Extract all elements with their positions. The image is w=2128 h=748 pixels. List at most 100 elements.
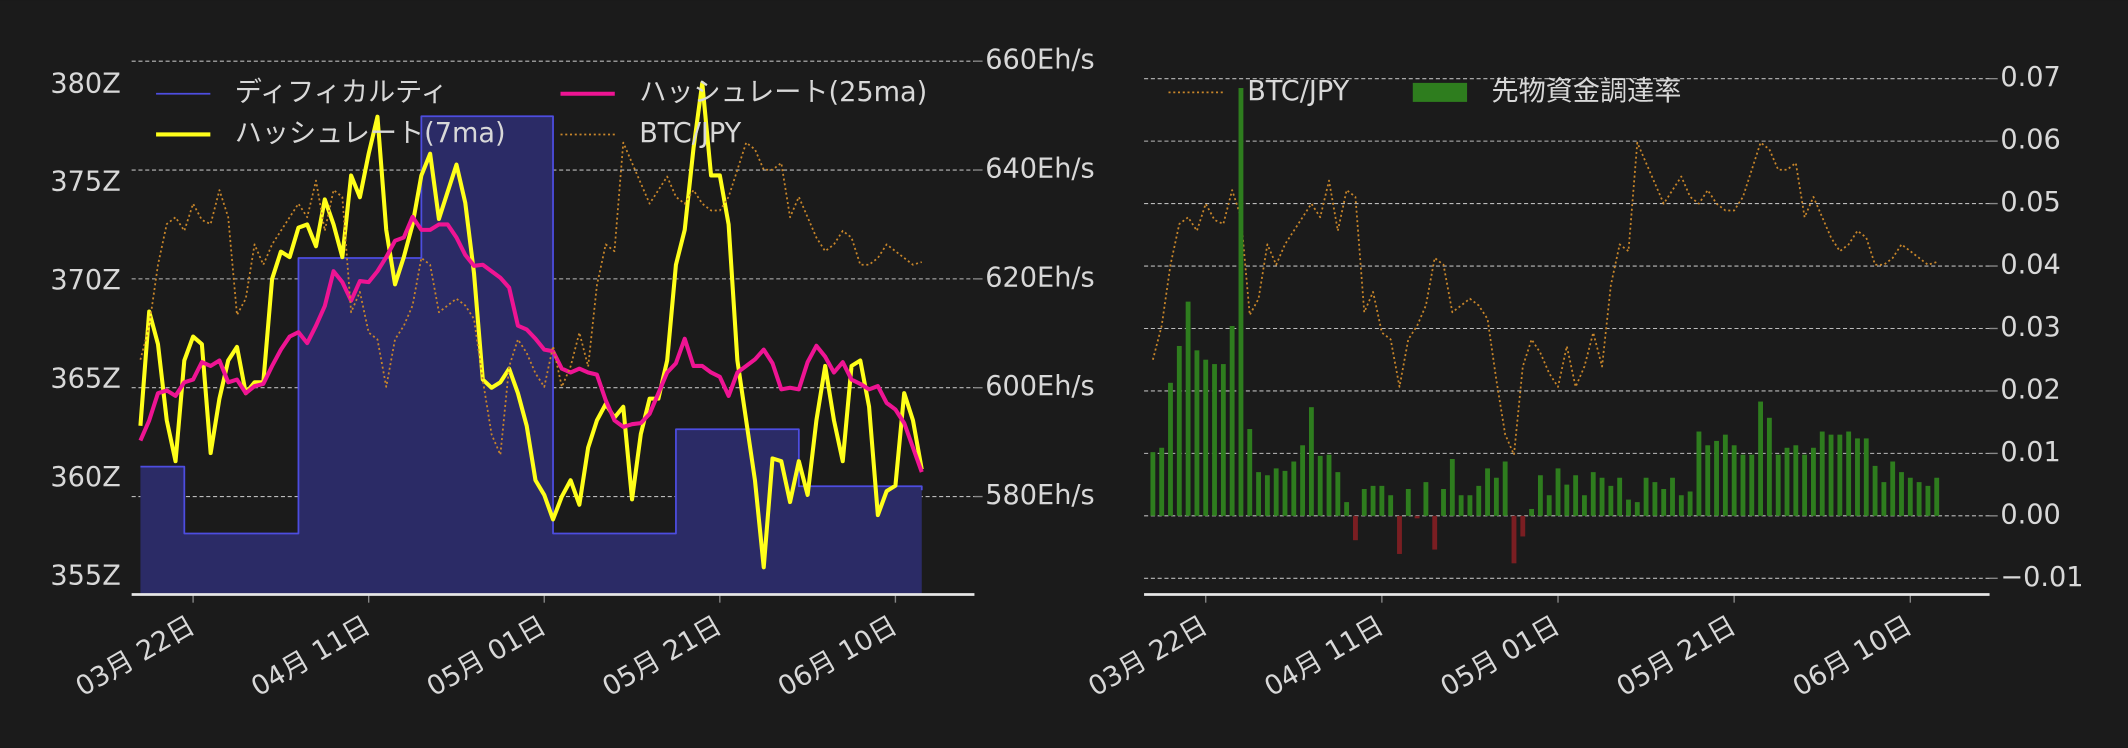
y2-tick-label: 0.01: [2000, 437, 2060, 468]
bar: [1458, 495, 1464, 516]
bar: [1282, 470, 1288, 516]
y2-tick-label: 0.04: [2000, 250, 2060, 281]
bar: [1678, 495, 1684, 516]
bar: [1722, 434, 1728, 516]
bar: [1661, 488, 1667, 516]
bar: [1714, 440, 1719, 516]
bar: [1634, 502, 1640, 516]
bar: [1379, 485, 1385, 516]
bar: [1872, 465, 1878, 516]
y2-tick-label: 0.03: [2000, 312, 2060, 343]
bar: [1573, 475, 1579, 516]
area-fill: [140, 116, 922, 595]
bar: [1819, 431, 1825, 516]
bar: [1176, 345, 1182, 516]
bar: [1361, 488, 1367, 516]
bar: [1432, 515, 1438, 550]
bar: [1916, 482, 1922, 516]
bar: [1749, 454, 1755, 516]
bar: [1687, 491, 1693, 516]
bar: [1159, 447, 1165, 516]
bar: [1247, 429, 1253, 516]
bar: [1546, 495, 1552, 516]
bar: [1397, 515, 1402, 554]
bar: [1608, 485, 1614, 516]
bar: [1476, 485, 1482, 516]
bar: [1537, 475, 1543, 516]
bar: [1802, 454, 1808, 516]
y2-tick-label: 0.05: [2000, 187, 2060, 218]
bar: [1493, 477, 1499, 516]
bar: [1881, 482, 1887, 516]
bar: [1405, 488, 1411, 516]
bar: [1220, 364, 1226, 516]
bar: [1775, 454, 1781, 516]
bar: [1855, 438, 1860, 516]
bar: [1238, 88, 1244, 516]
bar: [1564, 484, 1570, 516]
bar: [1643, 477, 1649, 516]
bar: [1353, 515, 1358, 541]
bar: [1308, 407, 1314, 516]
bar: [1899, 472, 1904, 516]
y-tick-label: 375Z: [50, 167, 120, 198]
bar: [1934, 477, 1940, 516]
bar: [1617, 477, 1623, 516]
bar: [1335, 472, 1341, 516]
bar: [1555, 468, 1561, 516]
bar: [1793, 445, 1799, 516]
bar: [1863, 438, 1869, 516]
bar: [1467, 495, 1473, 516]
bar: [1194, 350, 1200, 516]
y-tick-label: 370Z: [50, 265, 120, 296]
legend-swatch: [1412, 82, 1468, 102]
bar: [1185, 301, 1191, 516]
bar: [1502, 461, 1508, 516]
bar: [1414, 515, 1420, 519]
bar: [1784, 447, 1790, 516]
bar: [1670, 477, 1675, 516]
bar: [1291, 461, 1297, 516]
y2-tick-label: 620Eh/s: [985, 262, 1094, 293]
bar: [1890, 461, 1896, 516]
bar: [1925, 485, 1931, 516]
y2-tick-label: 600Eh/s: [985, 371, 1094, 402]
bar: [1273, 468, 1279, 516]
bar: [1150, 452, 1156, 516]
bar: [1811, 447, 1816, 516]
line-series: [140, 115, 923, 535]
bar: [1388, 495, 1394, 516]
bar: [1652, 482, 1658, 516]
bar: [1837, 434, 1843, 516]
bar: [1740, 454, 1746, 516]
bar: [1229, 325, 1235, 516]
y2-tick-label: 0.06: [2000, 125, 2060, 156]
bar: [1168, 382, 1173, 516]
legend-label: ハッシュレート(25ma): [639, 77, 927, 108]
bar: [1529, 508, 1535, 516]
y2-tick-label: −0.01: [2000, 562, 2083, 593]
bar: [1370, 485, 1376, 516]
y2-tick-label: 660Eh/s: [985, 45, 1094, 76]
bar: [1846, 431, 1852, 516]
line-series: [138, 80, 924, 570]
bar: [1758, 401, 1764, 516]
bar: [1441, 488, 1446, 516]
y2-tick-label: 640Eh/s: [985, 154, 1094, 185]
bar: [1264, 475, 1270, 516]
bar: [1599, 477, 1605, 516]
legend-label: BTC/JPY: [639, 118, 741, 149]
bar: [1511, 515, 1517, 564]
bar: [1731, 445, 1737, 516]
line-series: [1152, 141, 1937, 456]
y-tick-label: 355Z: [50, 560, 120, 591]
line-series: [138, 214, 924, 473]
bar: [1449, 459, 1455, 516]
bar: [1212, 364, 1217, 516]
bar: [1766, 417, 1772, 516]
bar: [1256, 472, 1261, 516]
bar: [1907, 477, 1913, 516]
y2-tick-label: 580Eh/s: [985, 480, 1094, 511]
